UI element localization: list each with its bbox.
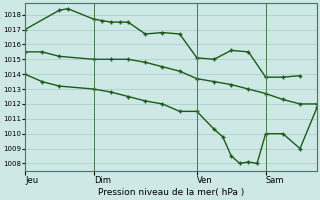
X-axis label: Pression niveau de la mer( hPa ): Pression niveau de la mer( hPa ) [98,188,244,197]
